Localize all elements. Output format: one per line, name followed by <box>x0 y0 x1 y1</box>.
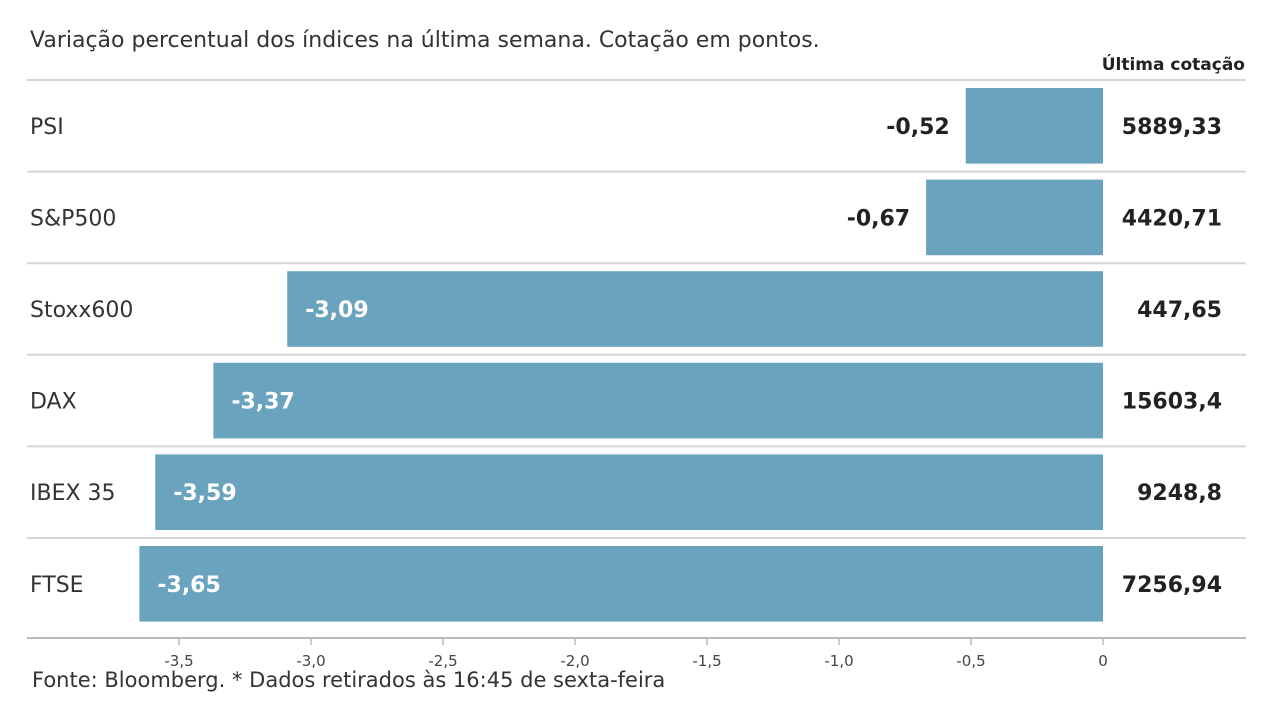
x-axis: -3,5 -3,0 -2,5 -2,0 -1,5 -1,0 -0,5 0 <box>27 637 1246 670</box>
chart-subtitle: Variação percentual dos índices na últim… <box>30 28 820 53</box>
category-label: FTSE <box>30 573 84 598</box>
x-tick-label: -3,5 <box>164 652 193 670</box>
last-quote-value: 4420,71 <box>1122 206 1222 231</box>
bars <box>139 88 1104 622</box>
bar <box>287 271 1103 347</box>
x-tick-label: -2,5 <box>428 652 457 670</box>
last-quote-header: Última cotação <box>1101 55 1245 75</box>
value-label: -0,52 <box>886 115 949 140</box>
bar <box>213 362 1103 439</box>
category-label: PSI <box>30 115 64 140</box>
source-note: Fonte: Bloomberg. * Dados retirados às 1… <box>32 668 666 692</box>
category-label: IBEX 35 <box>30 481 116 506</box>
x-tick-label: -2,0 <box>560 652 589 670</box>
x-tick-label: -1,0 <box>824 652 853 670</box>
last-quote-value: 15603,4 <box>1122 390 1222 415</box>
last-quote-value: 7256,94 <box>1122 573 1222 598</box>
category-label: DAX <box>30 390 77 415</box>
x-tick-label: 0 <box>1098 652 1108 670</box>
labels: PSI -0,52 5889,33 S&P500 -0,67 4420,71 Stoxx60… <box>30 115 1222 598</box>
value-label: -3,37 <box>231 390 294 415</box>
row-separators <box>27 79 1246 539</box>
value-label: -0,67 <box>847 206 910 231</box>
value-label: -3,59 <box>173 481 236 506</box>
x-tick-label: -0,5 <box>956 652 985 670</box>
category-label: Stoxx600 <box>30 298 133 323</box>
last-quote-value: 447,65 <box>1137 298 1222 323</box>
category-label: S&P500 <box>30 206 116 231</box>
x-tick-label: -3,0 <box>296 652 325 670</box>
bar <box>965 88 1103 164</box>
last-quote-value: 9248,8 <box>1137 481 1222 506</box>
last-quote-value: 5889,33 <box>1122 115 1222 140</box>
value-label: -3,09 <box>305 298 368 323</box>
bar <box>139 546 1103 622</box>
bar <box>155 454 1104 530</box>
x-tick-label: -1,5 <box>692 652 721 670</box>
value-label: -3,65 <box>157 573 220 598</box>
bar <box>926 179 1103 256</box>
